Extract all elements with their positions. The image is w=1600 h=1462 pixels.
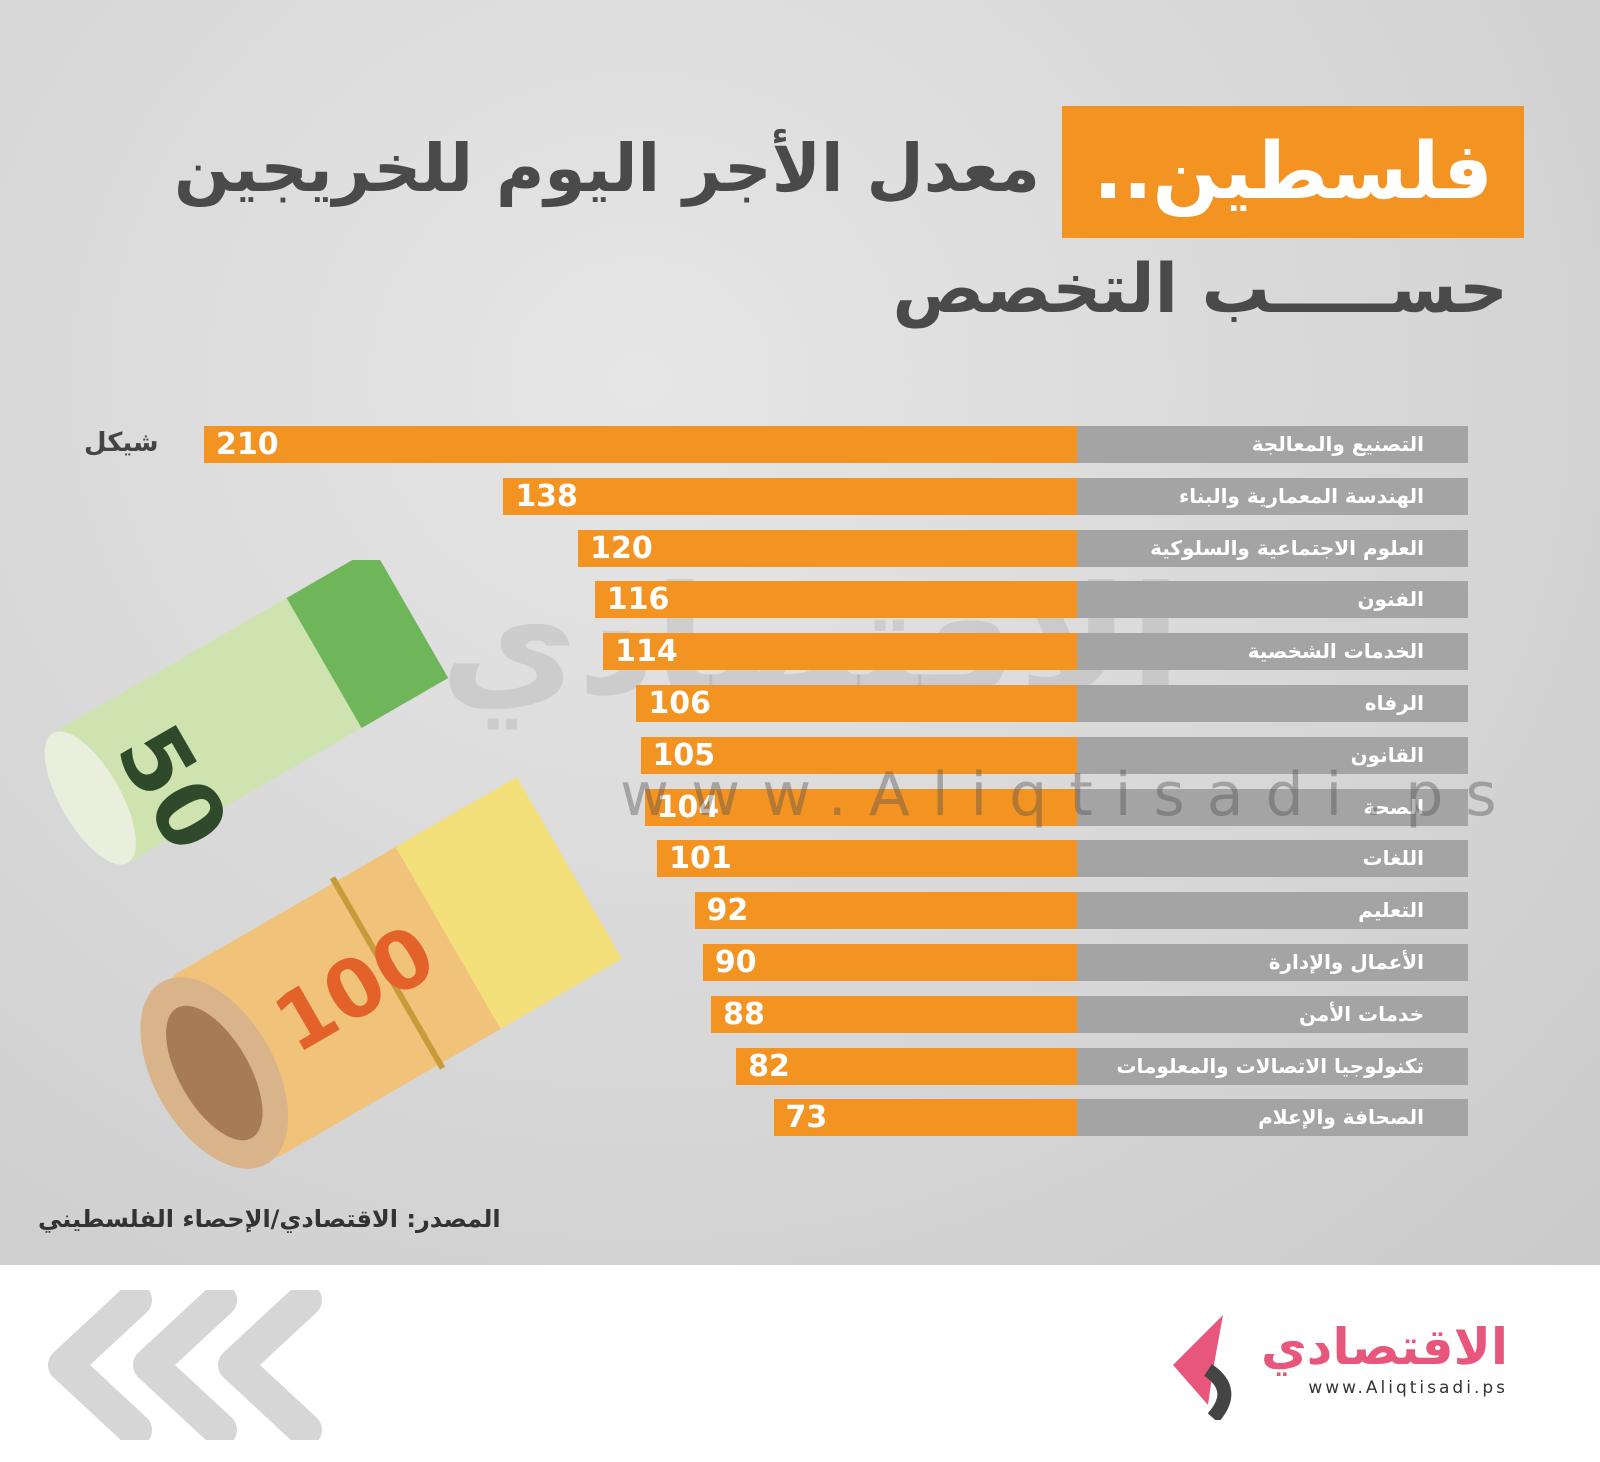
bar bbox=[657, 840, 1077, 878]
bar-track bbox=[1077, 788, 1468, 826]
bar-value-label: 82 bbox=[748, 1048, 790, 1084]
bar-row: 116 الفنون bbox=[0, 581, 1600, 619]
bar bbox=[503, 477, 1077, 515]
brand-logo-url: www.Aliqtisadi.ps bbox=[1308, 1378, 1508, 1398]
page-subtitle: حســـــب التخصص bbox=[892, 250, 1508, 329]
bar-value-label: 90 bbox=[714, 945, 757, 980]
bar-value-label: 138 bbox=[515, 478, 578, 514]
category-label: العلوم الاجتماعية والسلوكية bbox=[1150, 535, 1424, 560]
bar-value-label: 88 bbox=[723, 996, 765, 1032]
bar-track bbox=[1077, 736, 1468, 774]
category-label: الرفاه bbox=[1364, 691, 1424, 715]
category-label: القانون bbox=[1350, 742, 1424, 767]
brand-logo-text: الاقتصادي bbox=[1260, 1318, 1508, 1376]
bar-track bbox=[1077, 685, 1468, 722]
bar bbox=[702, 944, 1077, 981]
bar bbox=[736, 1047, 1077, 1085]
bar bbox=[594, 581, 1077, 619]
bar-value-label: 210 bbox=[216, 427, 279, 462]
bar-track bbox=[1077, 633, 1468, 671]
bar-track bbox=[1077, 477, 1468, 515]
bar-track bbox=[1077, 426, 1468, 463]
money-rolls-image: 50 100 bbox=[44, 560, 622, 1169]
bar bbox=[636, 685, 1077, 722]
category-label: تكنولوجيا الاتصالات والمعلومات bbox=[1116, 1053, 1424, 1078]
bar-track bbox=[1077, 1099, 1468, 1137]
bar bbox=[204, 426, 1077, 463]
bar-row: 82 تكنولوجيا الاتصالات والمعلومات bbox=[0, 1047, 1600, 1085]
category-label: الأعمال والإدارة bbox=[1268, 950, 1424, 974]
bar-row: 104 الصحة bbox=[0, 788, 1600, 826]
bar-track bbox=[1077, 1047, 1468, 1085]
bar-row: 120 العلوم الاجتماعية والسلوكية bbox=[0, 529, 1600, 567]
bar-row: 105 القانون bbox=[0, 736, 1600, 774]
category-label: الفنون bbox=[1357, 587, 1424, 612]
category-label: الصحة bbox=[1363, 794, 1424, 819]
bar-row: 138 الهندسة المعمارية والبناء bbox=[0, 477, 1600, 515]
bar-value-label: 120 bbox=[590, 530, 653, 566]
category-label: الصحافة والإعلام bbox=[1258, 1105, 1424, 1130]
bar-track bbox=[1077, 944, 1468, 981]
bar-row: 101 اللغات bbox=[0, 840, 1600, 878]
category-label: الخدمات الشخصية bbox=[1247, 639, 1424, 664]
bar-track bbox=[1077, 529, 1468, 567]
bar-value-label: 104 bbox=[656, 789, 720, 825]
bar-value-label: 105 bbox=[652, 737, 716, 773]
category-label: الهندسة المعمارية والبناء bbox=[1179, 483, 1424, 508]
bar bbox=[603, 633, 1077, 671]
bar-row: 92 التعليم bbox=[0, 892, 1600, 930]
bar bbox=[578, 529, 1077, 567]
brand-logo-icon bbox=[1173, 1315, 1232, 1420]
title-highlight: فلسطين.. bbox=[1093, 127, 1493, 217]
bar-track bbox=[1077, 892, 1468, 930]
bar bbox=[711, 995, 1077, 1033]
page-title: معدل الأجر اليوم للخريجين bbox=[174, 130, 1040, 207]
bar bbox=[694, 892, 1077, 930]
bar-track bbox=[1077, 840, 1468, 878]
category-label: التعليم bbox=[1358, 898, 1424, 923]
bar-value-label: 114 bbox=[615, 634, 678, 670]
bar bbox=[773, 1099, 1077, 1137]
unit-label: شيكل bbox=[84, 428, 159, 458]
title-highlight-box bbox=[1062, 106, 1524, 238]
bar-value-label: 116 bbox=[606, 582, 670, 618]
category-label: التصنيع والمعالجة bbox=[1251, 432, 1424, 456]
category-label: خدمات الأمن bbox=[1298, 1001, 1424, 1026]
bar-value-label: 101 bbox=[669, 841, 732, 877]
bar-row: 114 الخدمات الشخصية bbox=[0, 633, 1600, 671]
bar-track bbox=[1077, 995, 1468, 1033]
bar-row: 73 الصحافة والإعلام bbox=[0, 1099, 1600, 1137]
bar-value-label: 73 bbox=[785, 1100, 828, 1136]
chevrons-decoration bbox=[48, 1290, 322, 1440]
bar-value-label: 106 bbox=[648, 686, 711, 721]
bar bbox=[640, 736, 1077, 774]
bar-row: 90 الأعمال والإدارة bbox=[0, 944, 1600, 981]
bar-row: 88 خدمات الأمن bbox=[0, 995, 1600, 1033]
bar-row: 210 التصنيع والمعالجة bbox=[0, 426, 1600, 463]
bar bbox=[644, 788, 1077, 826]
bar-value-label: 92 bbox=[706, 893, 749, 929]
category-label: اللغات bbox=[1362, 846, 1424, 871]
bar-track bbox=[1077, 581, 1468, 619]
source-note: المصدر: الاقتصادي/الإحصاء الفلسطيني bbox=[38, 1205, 501, 1233]
bar-row: 106 الرفاه bbox=[0, 685, 1600, 722]
